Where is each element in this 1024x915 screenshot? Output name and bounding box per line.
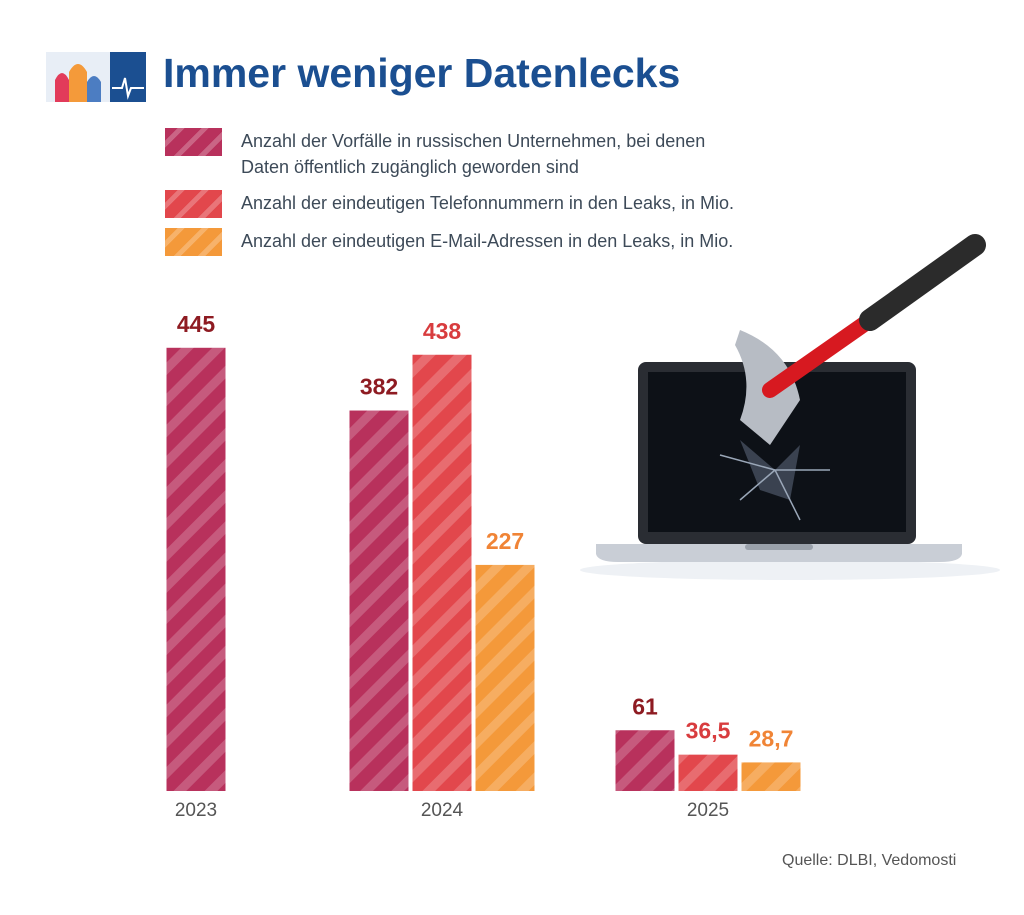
legend-swatch — [165, 190, 222, 218]
data-label: 227 — [486, 528, 524, 554]
data-label: 61 — [632, 693, 658, 719]
bar — [741, 762, 801, 791]
x-tick-label: 2024 — [421, 800, 464, 821]
x-tick-label: 2025 — [687, 800, 729, 821]
laptop-illustration — [580, 234, 1000, 580]
bar — [412, 354, 472, 791]
bar — [349, 410, 409, 791]
bar — [678, 754, 738, 791]
legend-item: Anzahl der eindeutigen Telefonnummern in… — [165, 190, 741, 218]
data-label: 382 — [360, 374, 398, 400]
legend-item: Anzahl der eindeutigen E-Mail-Adressen i… — [165, 228, 741, 256]
data-label: 438 — [423, 318, 462, 344]
legend: Anzahl der Vorfälle in russischen Untern… — [165, 128, 741, 266]
legend-label: Anzahl der eindeutigen E-Mail-Adressen i… — [241, 231, 734, 251]
data-label: 36,5 — [686, 718, 731, 744]
chart-title: Immer weniger Datenlecks — [163, 50, 681, 96]
legend-swatch — [165, 128, 222, 156]
bar — [166, 347, 226, 791]
logo — [46, 52, 146, 102]
legend-label: Anzahl der eindeutigen Telefonnummern in… — [241, 193, 734, 213]
legend-item: Anzahl der Vorfälle in russischen Untern… — [165, 128, 741, 180]
data-label: 28,7 — [749, 725, 794, 751]
legend-label: Anzahl der Vorfälle in russischen Untern… — [241, 131, 706, 177]
legend-swatch — [165, 228, 222, 256]
data-label: 445 — [177, 311, 216, 337]
bar — [475, 564, 535, 791]
bar — [615, 730, 675, 791]
x-tick-label: 2023 — [175, 800, 217, 821]
source: Quelle: DLBI, Vedomosti — [782, 852, 957, 869]
